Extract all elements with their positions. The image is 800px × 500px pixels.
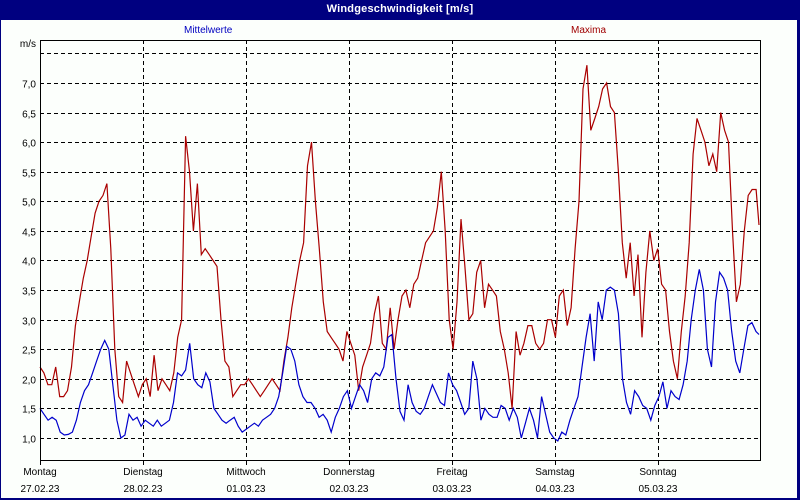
series-line-maxima [39, 65, 760, 409]
y-tick-label: 3,0 [22, 317, 36, 328]
y-tick-label: 5,0 [22, 198, 36, 209]
x-tick-day: Montag [23, 467, 56, 478]
y-tick-label: 2,0 [22, 376, 36, 387]
x-tick-day: Samstag [535, 467, 574, 478]
x-tick-date: 01.03.23 [227, 484, 266, 495]
y-tick-label: 7,0 [22, 80, 36, 91]
x-tick-date: 03.03.23 [433, 484, 472, 495]
x-tick-date: 27.02.23 [21, 484, 60, 495]
y-tick-label: 4,0 [22, 257, 36, 268]
y-tick-label: 4,5 [22, 228, 36, 239]
window-title: Windgeschwindigkeit [m/s] [0, 0, 800, 20]
x-tick-day: Dienstag [123, 467, 162, 478]
series-line-mittelwerte [39, 269, 760, 442]
y-tick-label: 1,5 [22, 405, 36, 416]
x-tick-day: Freitag [436, 467, 467, 478]
y-tick-label: 2,5 [22, 346, 36, 357]
x-tick-day: Donnerstag [323, 467, 375, 478]
chart-client-area: Mittelwerte Maxima [1, 20, 797, 498]
x-tick-date: 28.02.23 [124, 484, 163, 495]
x-tick-date: 05.03.23 [639, 484, 678, 495]
x-tick-day: Sonntag [639, 467, 676, 478]
plot-frame [40, 40, 761, 461]
x-tick-day: Mittwoch [226, 467, 265, 478]
legend-max: Maxima [571, 25, 607, 36]
x-tick-date: 02.03.23 [330, 484, 369, 495]
y-tick-label: 1,0 [22, 435, 36, 446]
y-tick-label: 6,0 [22, 139, 36, 150]
y-tick-label: 3,5 [22, 287, 36, 298]
legend-mean: Mittelwerte [184, 25, 233, 36]
x-tick-date: 04.03.23 [536, 484, 575, 495]
y-tick-label: 6,5 [22, 110, 36, 121]
y-tick-label: 5,5 [22, 169, 36, 180]
y-axis-unit: m/s [20, 39, 36, 50]
